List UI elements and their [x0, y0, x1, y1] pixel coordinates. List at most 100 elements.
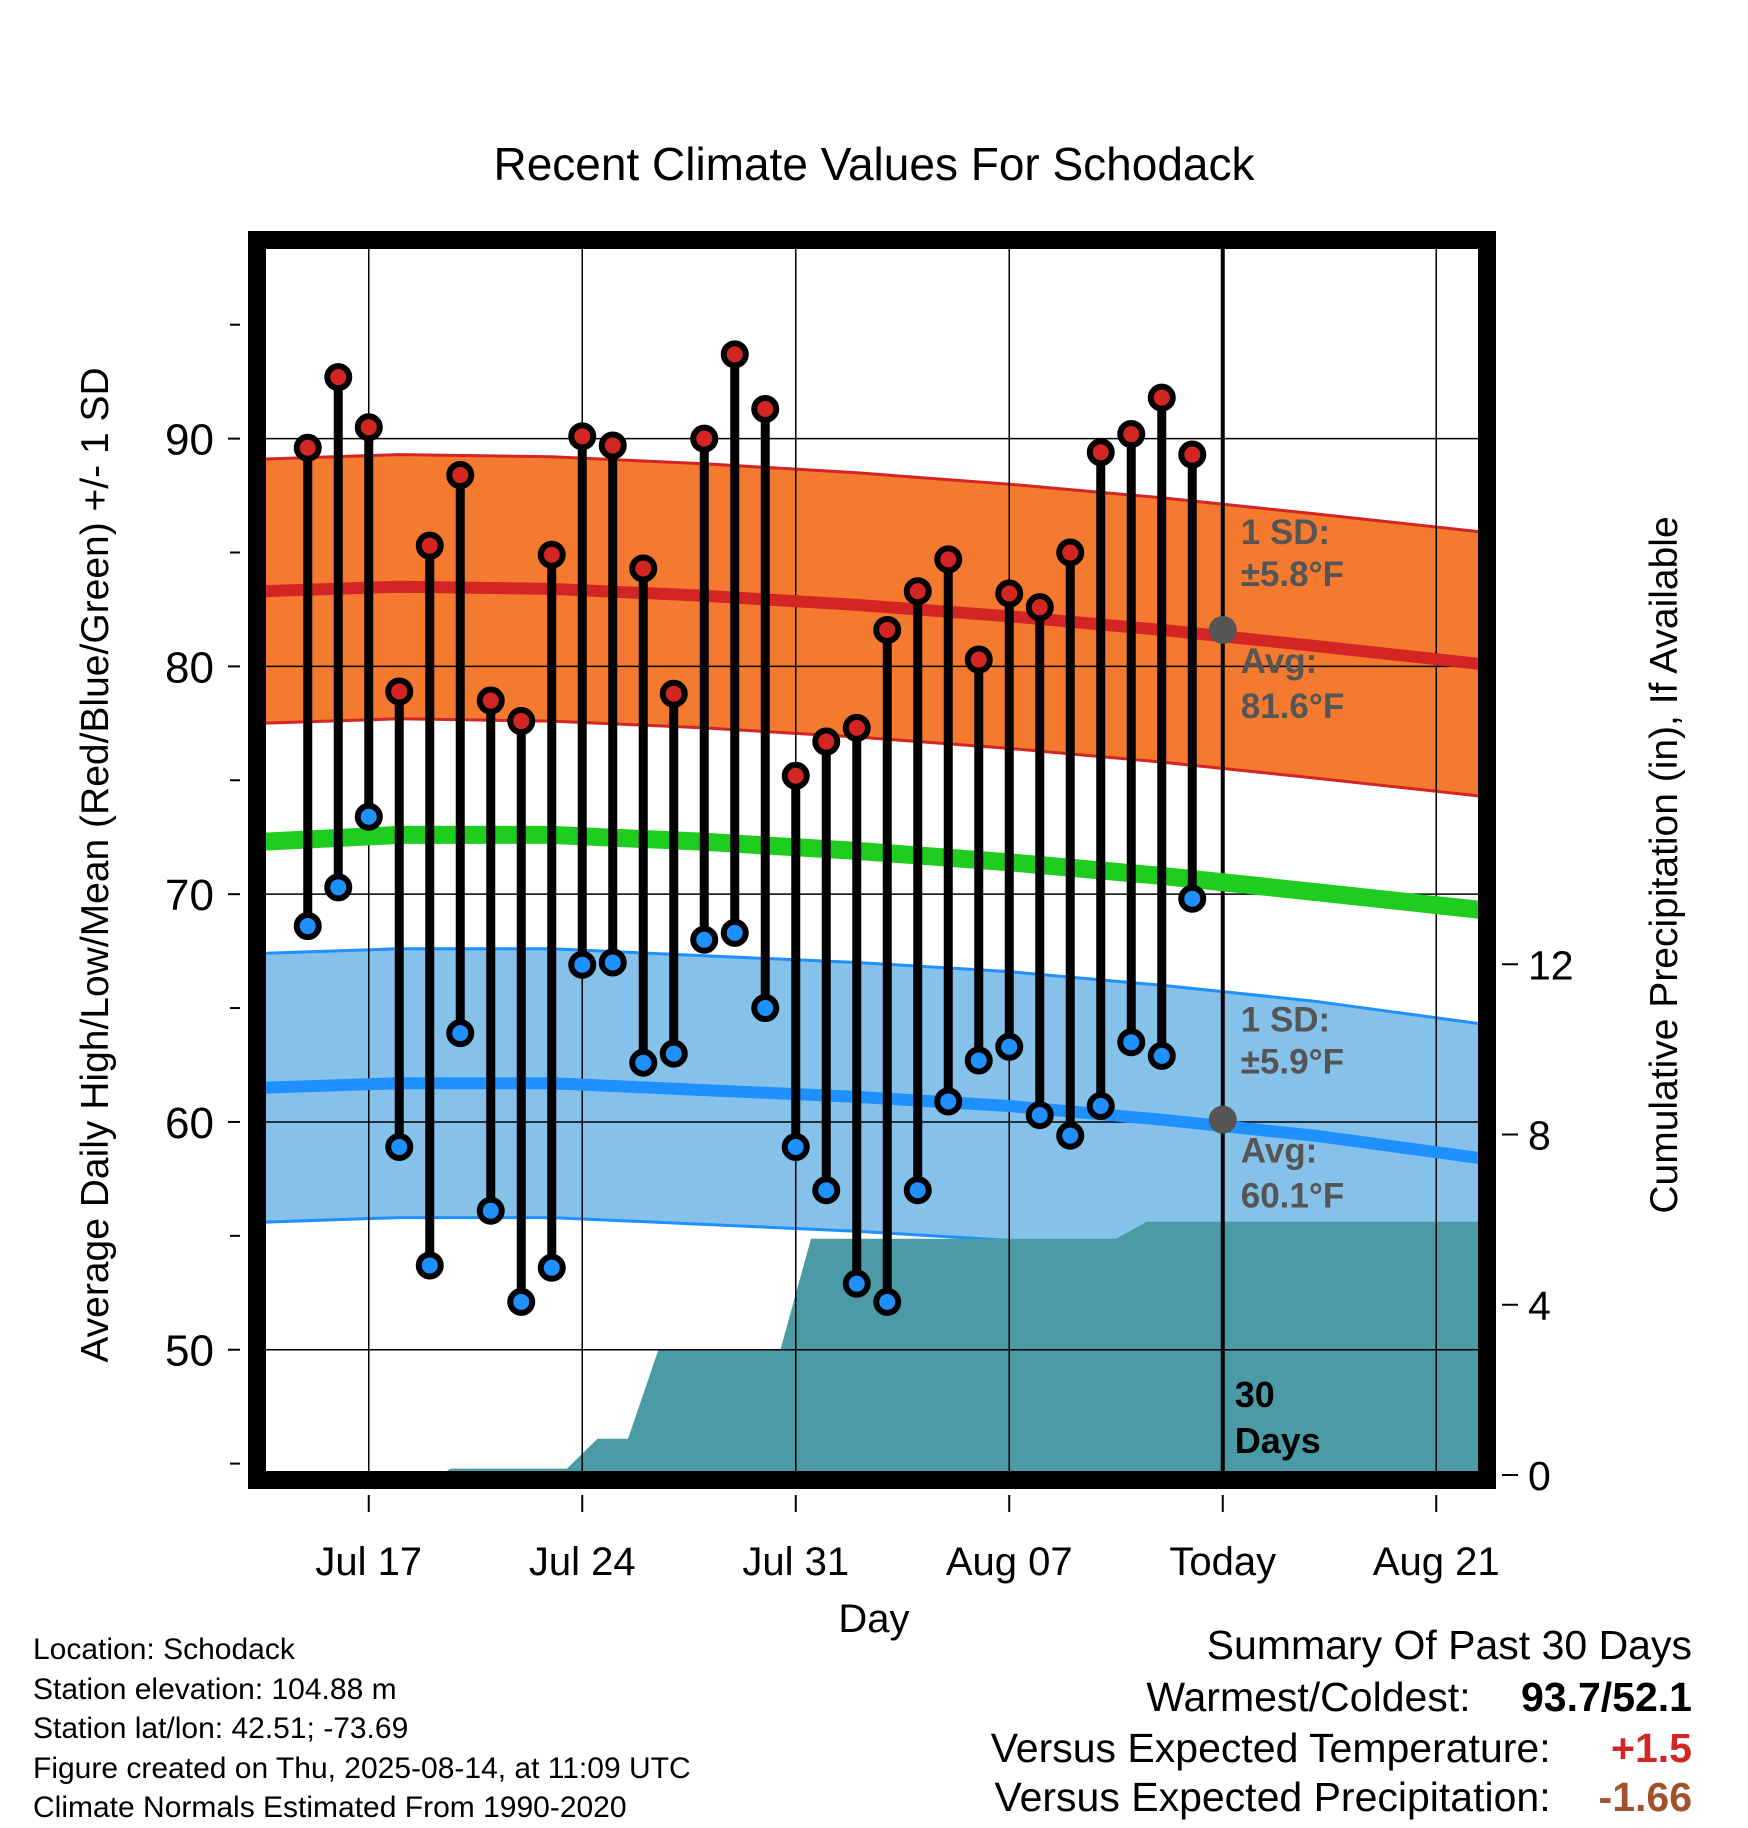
- low-point: [629, 1048, 658, 1077]
- low-point: [873, 1287, 902, 1316]
- high-point: [1147, 383, 1176, 412]
- high-point: [598, 431, 627, 460]
- summary-temp-value: +1.5: [1611, 1725, 1692, 1771]
- legend-low-avg-value: 60.1°F: [1241, 1177, 1345, 1216]
- high-point: [995, 579, 1024, 608]
- high-point: [446, 461, 475, 490]
- today-high-avg-marker: [1208, 615, 1237, 644]
- low-normal-band: [262, 948, 1482, 1293]
- x-axis-label: Day: [838, 1597, 909, 1641]
- plot-frame: [248, 231, 1496, 1489]
- x-tick-label-5: Aug 21: [1373, 1540, 1500, 1584]
- high-point: [293, 433, 322, 462]
- low-point: [812, 1176, 841, 1205]
- high-normal-band: [262, 454, 1482, 797]
- high-point: [324, 363, 353, 392]
- low-point: [995, 1032, 1024, 1061]
- y2-tick-label-0: 0: [1528, 1453, 1551, 1499]
- high-normal-upper-edge: [262, 453, 1482, 534]
- low-point: [842, 1269, 871, 1298]
- low-point: [964, 1046, 993, 1075]
- low-point: [934, 1087, 963, 1116]
- x-tick-label-1: Jul 24: [529, 1540, 636, 1584]
- legend-high-sd-value: ±5.8°F: [1241, 555, 1344, 594]
- low-point: [903, 1176, 932, 1205]
- low-point: [568, 950, 597, 979]
- info-location: Location: Schodack: [33, 1633, 295, 1666]
- low-point: [1025, 1101, 1054, 1130]
- x-tick-label-2: Jul 31: [742, 1540, 849, 1584]
- summary-warm-cold-value: 93.7/52.1: [1521, 1674, 1692, 1720]
- high-point: [1025, 593, 1054, 622]
- info-latlon: Station lat/lon: 42.51; -73.69: [33, 1712, 409, 1745]
- y-tick-label-80: 80: [165, 643, 214, 692]
- low-point: [385, 1133, 414, 1161]
- summary-warm-cold-label: Warmest/Coldest:: [1146, 1674, 1471, 1720]
- high-point: [354, 413, 383, 442]
- high-point: [964, 645, 993, 674]
- x-tick-label-0: Jul 17: [315, 1540, 422, 1584]
- info-created: Figure created on Thu, 2025-08-14, at 11…: [33, 1752, 691, 1785]
- low-point: [354, 802, 383, 831]
- high-point: [1117, 420, 1146, 449]
- low-point: [1086, 1092, 1115, 1120]
- summary-precip-value: -1.66: [1598, 1774, 1692, 1820]
- legend-high-avg-value: 81.6°F: [1241, 687, 1345, 726]
- high-point: [476, 686, 505, 715]
- legend-high-avg-label: Avg:: [1241, 642, 1317, 681]
- low-point: [324, 873, 353, 902]
- low-point: [415, 1251, 444, 1280]
- high-avg-line: [262, 580, 1482, 671]
- summary-precip: Versus Expected Precipitation: -1.66: [995, 1774, 1693, 1821]
- legend-high-sd-label: 1 SD:: [1241, 513, 1330, 552]
- today-low-avg-marker: [1208, 1105, 1237, 1134]
- high-point: [537, 540, 566, 569]
- low-point: [598, 948, 627, 977]
- y2-axis-label: Cumulative Precipitation (in), If Availa…: [1643, 516, 1686, 1213]
- high-point: [1086, 438, 1115, 467]
- low-point: [1056, 1121, 1085, 1150]
- high-point: [812, 727, 841, 756]
- days-label-number: 30: [1235, 1374, 1275, 1415]
- high-point: [934, 545, 963, 574]
- low-point: [537, 1253, 566, 1282]
- summary-precip-label: Versus Expected Precipitation:: [994, 1774, 1551, 1820]
- x-tick-label-3: Aug 07: [946, 1540, 1073, 1584]
- y-tick-label-90: 90: [165, 416, 214, 465]
- y-tick-label-50: 50: [165, 1327, 214, 1376]
- legend-low-sd-label: 1 SD:: [1241, 1000, 1330, 1039]
- low-point: [446, 1019, 475, 1048]
- summary-title: Summary Of Past 30 Days: [1206, 1622, 1692, 1668]
- high-point: [720, 340, 749, 369]
- days-label-text: Days: [1235, 1420, 1321, 1461]
- high-point: [690, 424, 719, 453]
- high-point: [1056, 538, 1085, 567]
- legend-low-sd-value: ±5.9°F: [1241, 1042, 1344, 1081]
- y-tick-label-60: 60: [165, 1099, 214, 1148]
- low-point: [1178, 884, 1207, 913]
- y-tick-label-70: 70: [165, 871, 214, 920]
- low-point: [476, 1196, 505, 1225]
- y2-tick-label-12: 12: [1528, 942, 1574, 988]
- low-point: [1117, 1028, 1146, 1057]
- high-point: [385, 677, 414, 706]
- high-point: [873, 615, 902, 644]
- high-point: [903, 577, 932, 606]
- low-point: [659, 1039, 688, 1068]
- mean-avg-line: [262, 825, 1482, 920]
- high-point: [415, 531, 444, 560]
- high-point: [629, 554, 658, 583]
- low-point: [1147, 1041, 1176, 1070]
- info-normals: Climate Normals Estimated From 1990-2020: [33, 1791, 627, 1824]
- y2-tick-label-4: 4: [1528, 1283, 1551, 1329]
- legend-low-avg-label: Avg:: [1241, 1132, 1317, 1171]
- summary-temp: Versus Expected Temperature: +1.5: [991, 1725, 1692, 1772]
- high-point: [507, 707, 536, 736]
- high-point: [781, 761, 810, 790]
- high-point: [1178, 440, 1207, 469]
- low-point: [507, 1287, 536, 1316]
- low-point: [720, 918, 749, 947]
- x-tick-label-4: Today: [1169, 1540, 1276, 1584]
- high-point: [568, 422, 597, 451]
